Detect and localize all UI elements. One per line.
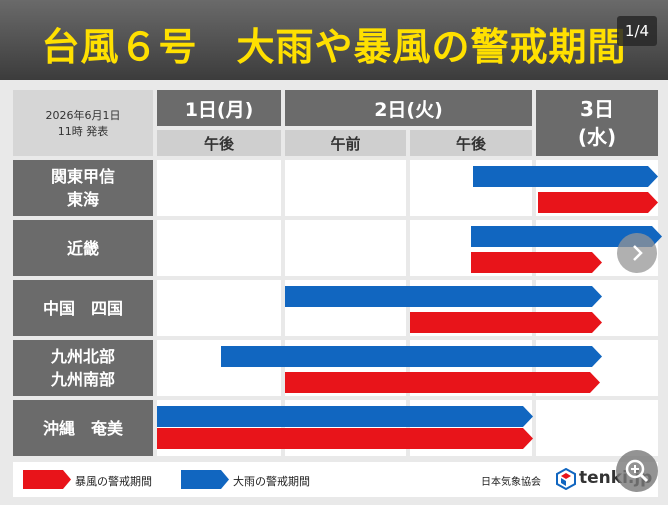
rain-legend-swatch: [181, 470, 229, 489]
day-label-2: 2日(火): [374, 98, 443, 121]
region-line: 東海: [66, 190, 99, 209]
subheader-label: 午前: [330, 134, 361, 153]
grid-cell: [157, 220, 281, 276]
grid-cell: [285, 160, 406, 216]
rain-warning-bar: [157, 406, 533, 427]
zoom-button[interactable]: [616, 450, 658, 492]
day-header-1: 1日(月): [157, 90, 281, 126]
region-label-kinki: 近畿: [13, 220, 153, 276]
page-counter: 1/4: [617, 16, 657, 46]
grid-cell: [285, 220, 406, 276]
region-label-chugoku: 中国 四国: [13, 280, 153, 336]
region-line: 近畿: [66, 238, 99, 258]
storm-warning-bar: [285, 372, 600, 393]
issued-time: 11時 発表: [57, 125, 109, 138]
subheader-day1-pm: 午後: [157, 130, 281, 156]
day-header-2: 2日(火): [285, 90, 532, 126]
region-label-kyushu: 九州北部 九州南部: [13, 340, 153, 396]
storm-warning-bar: [471, 252, 602, 273]
storm-legend-swatch: [23, 470, 71, 489]
tenki-logo-icon: [556, 468, 576, 490]
grid-cell: [157, 160, 281, 216]
rain-legend-label: 大雨の警戒期間: [233, 475, 310, 488]
grid-cell: [536, 400, 658, 456]
issued-box: 2026年6月1日 11時 発表: [13, 90, 153, 156]
region-line: 中国 四国: [42, 298, 123, 318]
day-label-3-line2: (水): [577, 125, 617, 149]
storm-warning-bar: [538, 192, 658, 213]
chevron-right-icon: [633, 245, 643, 261]
region-label-kanto: 関東甲信 東海: [13, 160, 153, 216]
storm-warning-bar: [410, 312, 602, 333]
subheader-label: 午後: [203, 134, 234, 153]
region-line: 九州北部: [50, 347, 115, 366]
next-image-button[interactable]: [617, 233, 657, 273]
region-line: 九州南部: [50, 370, 115, 389]
rain-warning-bar: [221, 346, 602, 367]
header-bar: 台風６号 大雨や暴風の警戒期間 1/4: [0, 0, 668, 80]
day-label-3-line1: 3日: [580, 97, 614, 121]
storm-legend-label: 暴風の警戒期間: [75, 475, 152, 488]
rain-warning-bar: [473, 166, 658, 187]
subheader-day2-am: 午前: [285, 130, 406, 156]
zoom-in-icon: [625, 459, 649, 483]
legend: 暴風の警戒期間 大雨の警戒期間 日本気象協会 tenki.jp: [13, 462, 658, 497]
rain-warning-bar: [285, 286, 602, 307]
region-line: 沖縄 奄美: [42, 418, 123, 438]
page-title: 台風６号 大雨や暴風の警戒期間: [41, 25, 627, 69]
issued-date: 2026年6月1日: [45, 109, 121, 122]
credit-label: 日本気象協会: [481, 477, 541, 488]
subheader-day2-pm: 午後: [410, 130, 532, 156]
subheader-label: 午後: [455, 134, 486, 153]
region-label-okinawa: 沖縄 奄美: [13, 400, 153, 456]
day-header-3: 3日 (水): [536, 90, 658, 156]
day-label-1: 1日(月): [184, 98, 254, 121]
storm-warning-bar: [157, 428, 533, 449]
grid-cell: [157, 280, 281, 336]
region-line: 関東甲信: [50, 167, 115, 186]
rain-warning-bar: [471, 226, 662, 247]
